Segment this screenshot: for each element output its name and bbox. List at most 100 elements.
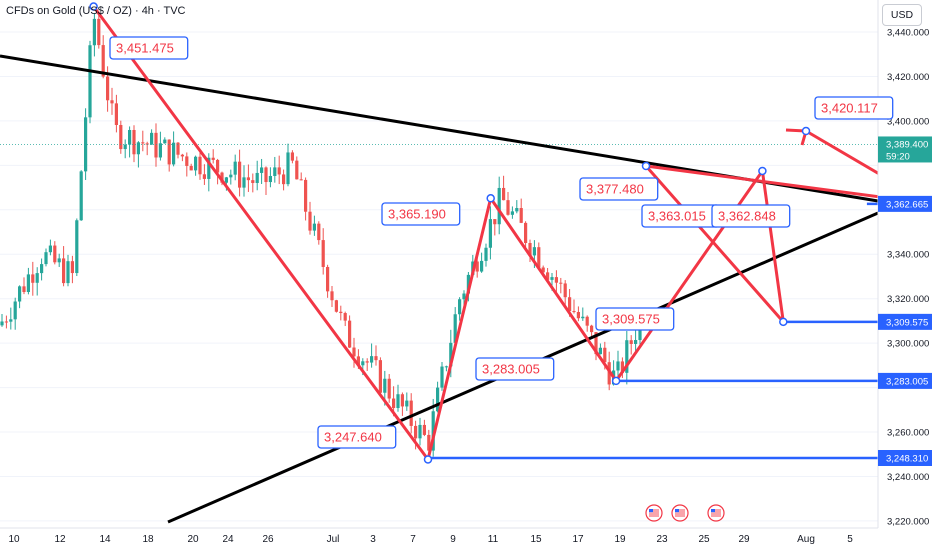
- price-axis[interactable]: 3,460.0003,440.0003,420.0003,400.0003,34…: [877, 0, 932, 550]
- candle-body: [110, 100, 114, 104]
- candle-body: [31, 274, 35, 283]
- candle-body: [128, 129, 132, 145]
- anchor-point[interactable]: [423, 455, 433, 464]
- candle-body: [484, 247, 488, 261]
- price-callout-box[interactable]: [814, 96, 894, 120]
- bar-countdown: 59:20: [886, 151, 910, 162]
- level-tag-label: 3,283.005: [886, 376, 928, 387]
- candle-body: [387, 378, 391, 399]
- us-flag-icon[interactable]: [671, 504, 689, 522]
- candle-body: [546, 272, 550, 280]
- time-tick-label: 19: [614, 534, 626, 545]
- candle-body: [629, 340, 633, 344]
- price-callout-box[interactable]: [711, 204, 791, 228]
- candle-body: [176, 142, 180, 155]
- candle-body: [431, 411, 435, 451]
- candle-body: [616, 361, 620, 371]
- candle-body: [136, 142, 140, 155]
- candle-body: [75, 220, 79, 274]
- candle-body: [145, 143, 149, 145]
- anchor-point[interactable]: [611, 376, 621, 386]
- candle-body: [132, 129, 136, 155]
- anchor-point[interactable]: [779, 317, 788, 327]
- candle-body: [295, 160, 299, 180]
- anchor-point[interactable]: [801, 126, 811, 136]
- level-tag-bg: [878, 450, 932, 466]
- candle-body: [400, 394, 404, 407]
- time-tick-label: 20: [187, 534, 199, 545]
- price-tick-label: 3,300.000: [887, 339, 929, 350]
- anchor-point[interactable]: [641, 161, 651, 171]
- flag-canton: [711, 509, 715, 513]
- time-tick-label: 29: [738, 534, 750, 545]
- candle-body: [449, 342, 453, 367]
- candle-body: [550, 277, 554, 280]
- price-callout-box[interactable]: [109, 36, 189, 60]
- candle-body: [180, 154, 184, 157]
- price-callout-box[interactable]: [381, 202, 461, 226]
- candle-body: [370, 356, 374, 363]
- time-tick-label: 11: [488, 534, 499, 545]
- candle-body: [66, 261, 70, 284]
- zigzag-pattern[interactable]: [89, 2, 932, 464]
- candle-body: [312, 223, 316, 231]
- candle-body: [515, 208, 519, 212]
- price-callout-box[interactable]: [579, 177, 659, 201]
- event-icons[interactable]: [645, 504, 725, 522]
- candle-body: [497, 187, 501, 225]
- candle-body: [18, 286, 22, 302]
- candle-body: [92, 18, 96, 46]
- time-tick-label: 9: [450, 534, 456, 545]
- candle-body: [563, 283, 567, 298]
- candle-body: [242, 177, 246, 188]
- time-tick-label: 3: [370, 534, 376, 545]
- us-flag-icon[interactable]: [645, 504, 663, 522]
- time-axis[interactable]: 10 12 14 18 20 24 26 Jul 3 7 9 11 15 17 19 23 25 29 Aug 5: [0, 527, 878, 550]
- candle-body: [462, 293, 466, 300]
- candle-body: [625, 340, 629, 373]
- candle-body: [9, 319, 13, 322]
- candle-body: [26, 274, 30, 293]
- anchor-point[interactable]: [486, 194, 495, 203]
- candle-body: [264, 167, 268, 183]
- price-tick-label: 3,320.000: [887, 294, 929, 305]
- candle-body: [458, 299, 462, 315]
- price-callout-label: 3,377.480: [586, 182, 644, 197]
- candle-body: [194, 156, 198, 171]
- currency-button[interactable]: USD: [882, 4, 922, 26]
- candle-body: [114, 103, 118, 125]
- candle-body: [277, 167, 281, 175]
- price-callout-box[interactable]: [475, 357, 555, 381]
- trendlines[interactable]: [0, 54, 879, 524]
- candle-body: [167, 139, 171, 165]
- anchor-point[interactable]: [758, 166, 767, 176]
- price-callout-box[interactable]: [317, 425, 397, 449]
- candle-body: [396, 394, 400, 409]
- candle-body: [207, 157, 211, 179]
- candle-body: [427, 434, 431, 451]
- candle-body: [339, 311, 343, 314]
- candle-body: [321, 240, 325, 267]
- price-callouts[interactable]: 3,451.475 3,365.190 3,377.480 3,363.015 3,36…: [109, 36, 894, 449]
- candle-body: [405, 400, 409, 407]
- horizontal-levels[interactable]: [0, 144, 878, 460]
- price-callout-box[interactable]: [595, 307, 675, 331]
- candle-body: [70, 261, 74, 274]
- time-tick-label: 26: [262, 534, 274, 545]
- candle-body: [392, 398, 396, 409]
- candle-body: [233, 161, 237, 175]
- candle-body: [84, 117, 88, 172]
- candle-body: [79, 171, 83, 221]
- candle-body: [475, 261, 479, 272]
- us-flag-icon[interactable]: [707, 504, 725, 522]
- candle-body: [229, 174, 233, 178]
- flag-canton: [649, 509, 653, 513]
- candle-body: [634, 340, 638, 344]
- zigzag-path[interactable]: [92, 5, 932, 461]
- price-tick-label: 3,240.000: [887, 472, 929, 483]
- anchor-point[interactable]: [89, 2, 98, 11]
- candle-body: [211, 157, 215, 160]
- candle-body: [568, 297, 572, 312]
